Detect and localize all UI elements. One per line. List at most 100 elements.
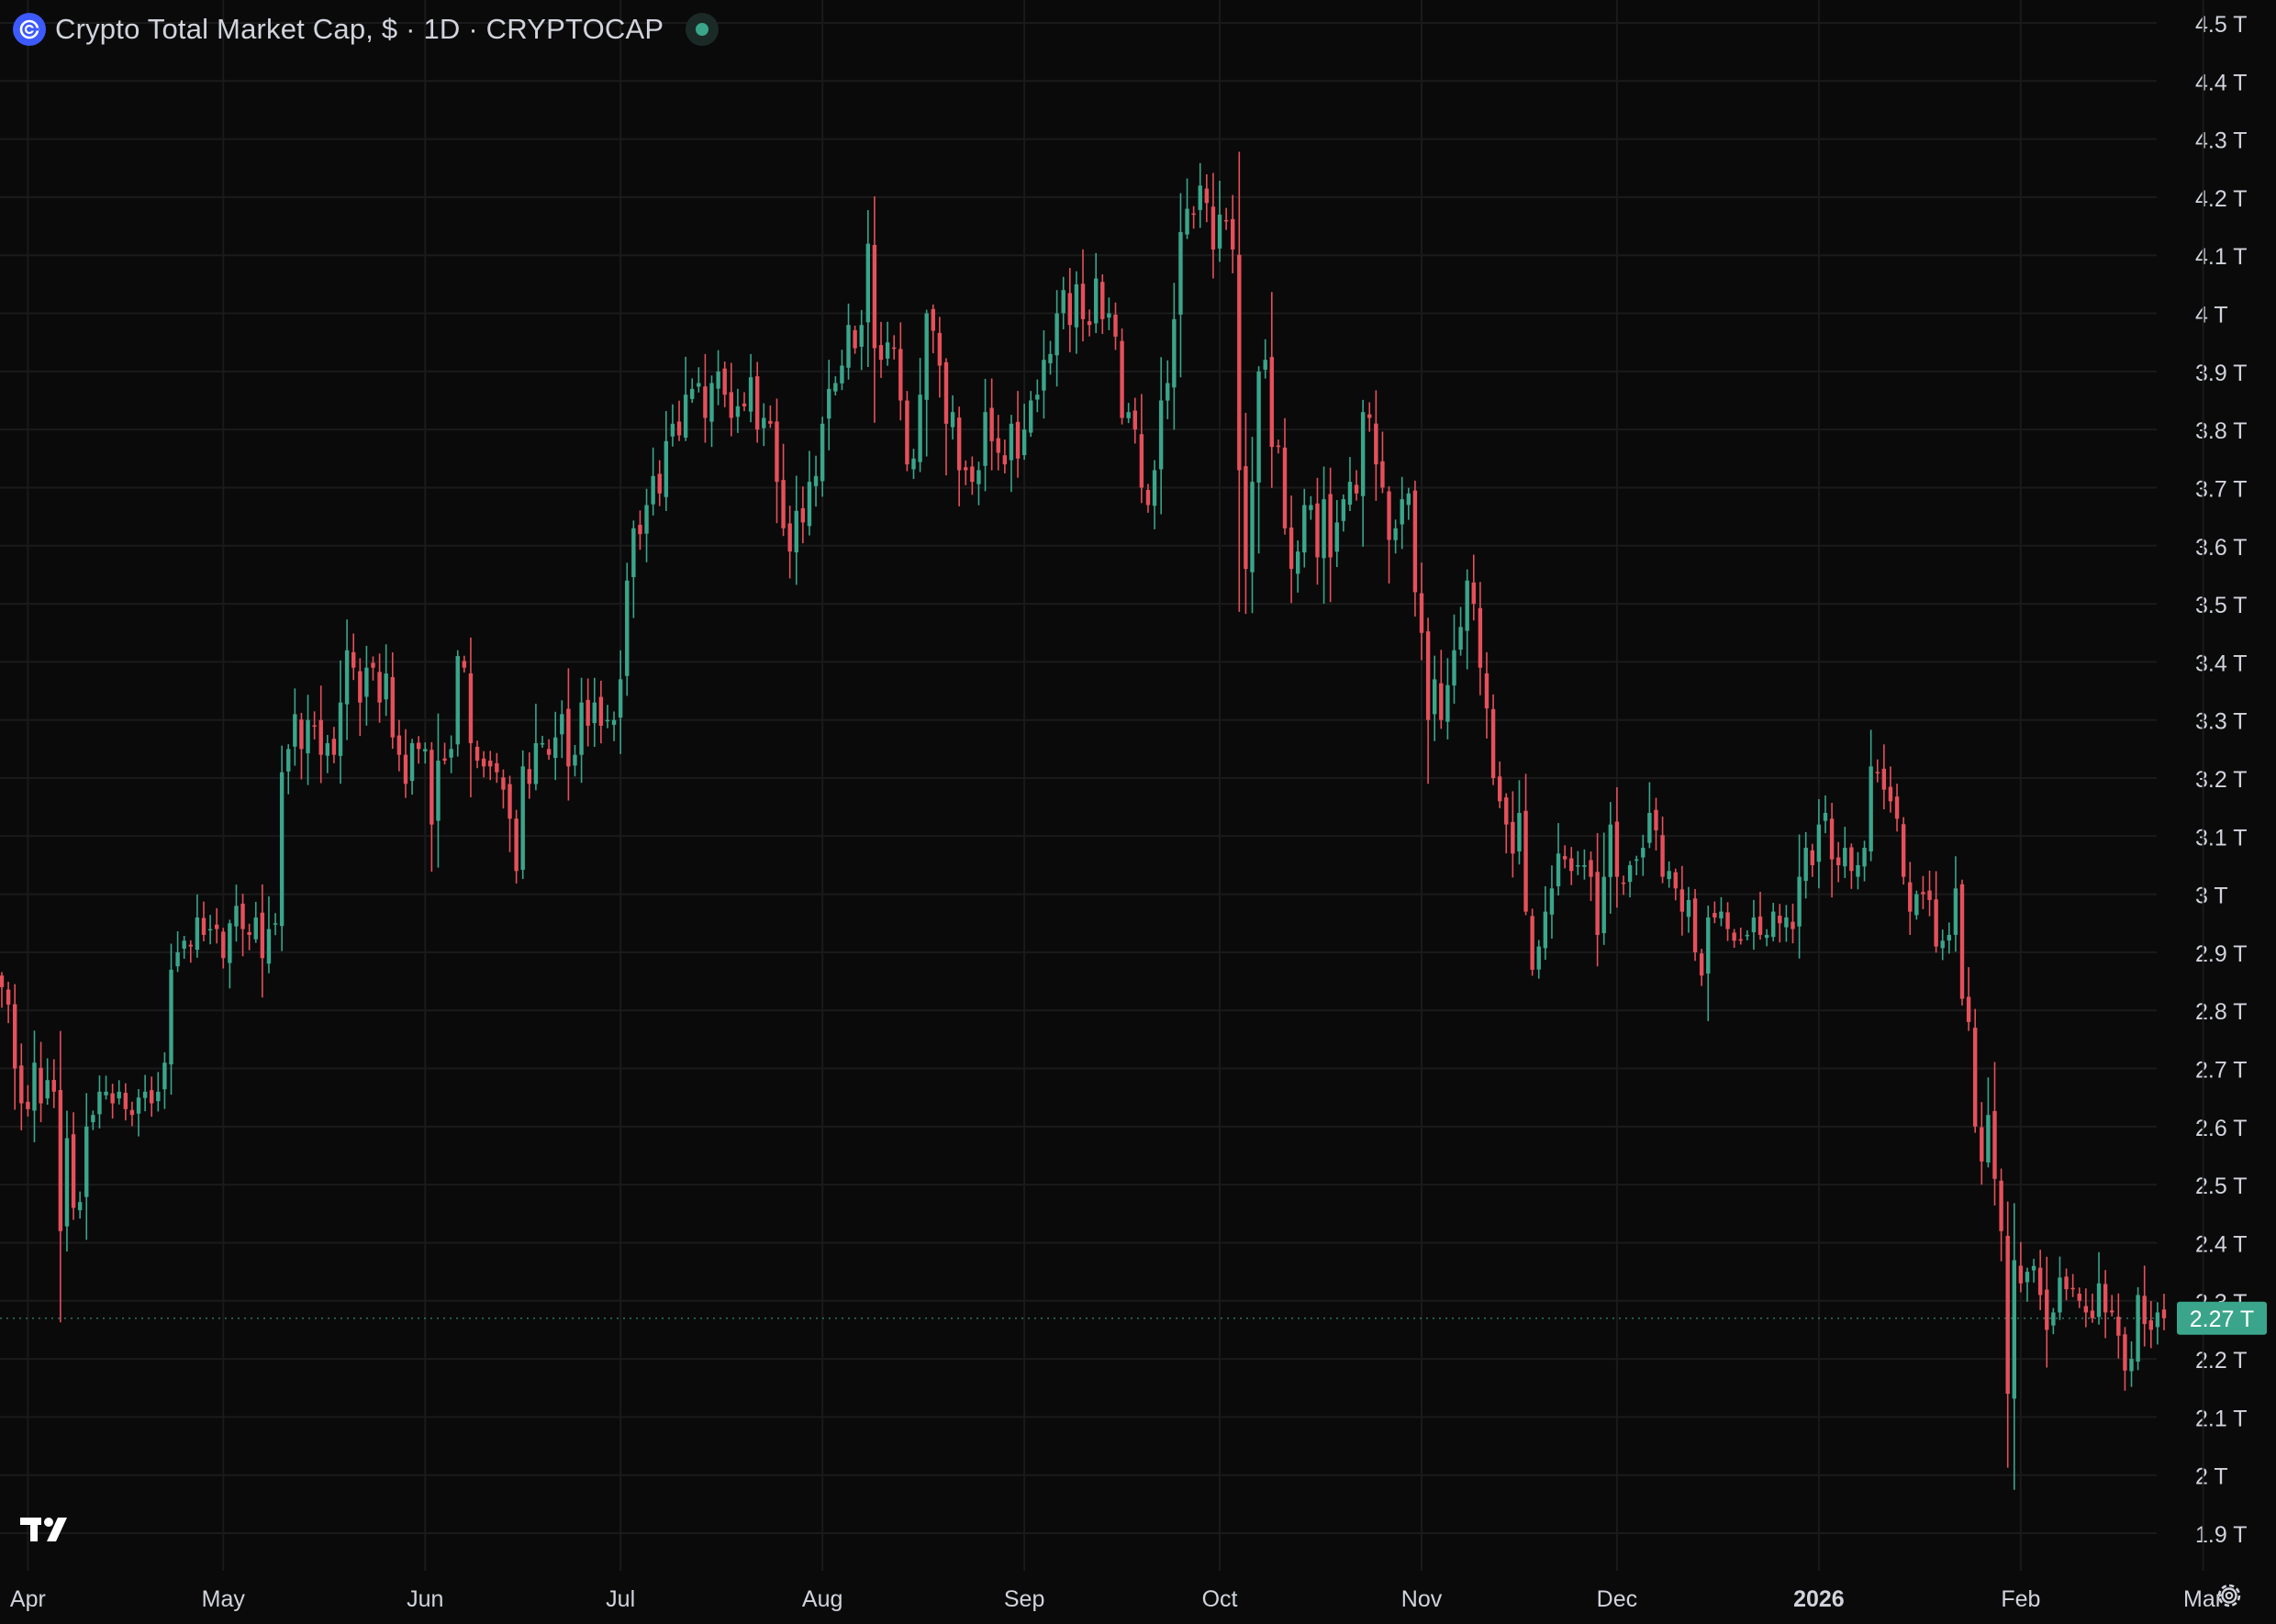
- candle-body: [2018, 1265, 2024, 1284]
- candle-body: [1959, 884, 1965, 999]
- candle-body: [39, 1067, 43, 1104]
- candle-body: [943, 362, 949, 424]
- candle-body: [546, 749, 552, 755]
- candle-body: [1458, 627, 1463, 651]
- candle-body: [697, 383, 701, 387]
- candle-body: [1198, 185, 1202, 210]
- x-tick-label: Mar: [2183, 1586, 2223, 1612]
- candle-body: [2005, 1235, 2010, 1395]
- candle-body: [1582, 864, 1587, 867]
- candle-body: [1835, 857, 1841, 865]
- candle-body: [207, 929, 213, 931]
- candle-body: [1100, 282, 1105, 319]
- candle-body: [762, 417, 766, 428]
- candle-body: [1322, 499, 1326, 559]
- candle-body: [358, 671, 363, 703]
- candle-body: [1634, 859, 1639, 862]
- candle-body: [1692, 898, 1698, 952]
- candle-body: [403, 754, 408, 784]
- candle-body: [924, 313, 929, 400]
- candle-body: [1400, 499, 1404, 525]
- candle-body: [1223, 219, 1229, 222]
- candle-body: [1751, 917, 1757, 933]
- candle-body: [1120, 340, 1124, 418]
- candle-body: [514, 818, 519, 872]
- candle-body: [150, 1090, 154, 1104]
- candle-body: [1139, 434, 1144, 488]
- candle-body: [1875, 772, 1880, 773]
- candle-body: [872, 244, 877, 349]
- candle-body: [2083, 1306, 2089, 1313]
- candle-body: [1263, 360, 1267, 370]
- candle-body: [286, 749, 291, 772]
- tradingview-logo-icon[interactable]: [20, 1516, 75, 1548]
- candle-body: [19, 1065, 24, 1104]
- candle-body: [1816, 824, 1822, 862]
- candle-body: [214, 924, 219, 929]
- candle-body: [1784, 917, 1789, 928]
- candle-body: [436, 761, 441, 821]
- candle-body: [306, 719, 310, 754]
- candle-body: [2031, 1265, 2036, 1271]
- candle-body: [885, 342, 890, 359]
- candle-body: [351, 651, 356, 668]
- candle-body: [840, 365, 844, 384]
- candle-body: [1829, 818, 1835, 860]
- candle-body: [1601, 876, 1606, 934]
- candle-body: [611, 719, 617, 726]
- candle-body: [423, 749, 428, 751]
- candle-body: [2077, 1293, 2081, 1301]
- candle-body: [201, 918, 206, 935]
- candle-body: [846, 325, 851, 368]
- chart-header: Crypto Total Market Cap, $ · 1D · CRYPTO…: [13, 11, 720, 48]
- candle-body: [618, 679, 623, 718]
- candle-body: [2058, 1277, 2062, 1313]
- candle-body: [2064, 1276, 2069, 1290]
- candle-body: [1452, 650, 1456, 686]
- candle-body: [1276, 445, 1281, 448]
- candle-body: [1354, 484, 1359, 494]
- candle-body: [1328, 494, 1333, 558]
- candle-body: [976, 470, 981, 484]
- candle-body: [156, 1091, 161, 1102]
- candle-body: [312, 725, 317, 728]
- candle-body: [892, 347, 897, 350]
- candle-body: [1536, 946, 1541, 970]
- market-status-indicator[interactable]: [686, 13, 720, 46]
- candle-body: [1549, 888, 1555, 915]
- candle-body: [1211, 206, 1216, 250]
- candle-body: [175, 951, 180, 967]
- candle-body: [865, 243, 871, 323]
- candle-body: [1511, 821, 1515, 854]
- candle-body: [2037, 1267, 2043, 1296]
- gear-icon[interactable]: [2214, 1580, 2245, 1611]
- candle-body: [690, 388, 695, 399]
- candle-body: [338, 702, 343, 756]
- candle-body: [364, 667, 369, 697]
- candle-body: [2070, 1287, 2075, 1290]
- candle-body: [169, 969, 173, 1065]
- candle-body: [1074, 284, 1079, 328]
- candle-body: [1152, 470, 1157, 506]
- candle-body: [1387, 491, 1391, 540]
- candle-body: [586, 699, 590, 727]
- crypto-cap-logo-icon: [13, 13, 46, 46]
- candle-body: [84, 1126, 89, 1197]
- candle-body: [1341, 499, 1346, 521]
- candle-body: [1654, 809, 1658, 830]
- candle-body: [2155, 1312, 2160, 1328]
- x-tick-label: Apr: [10, 1586, 46, 1612]
- candle-body: [1673, 872, 1678, 889]
- candle-body: [722, 368, 727, 395]
- candle-body: [455, 656, 460, 745]
- candle-body: [878, 345, 884, 361]
- candle-body: [299, 719, 304, 750]
- x-tick-label: Sep: [1004, 1586, 1044, 1612]
- x-tick-label: Jun: [407, 1586, 443, 1612]
- candle-body: [1771, 911, 1776, 938]
- candle-body: [1302, 505, 1307, 553]
- candle-body: [1953, 888, 1958, 935]
- candle-body: [1901, 824, 1906, 877]
